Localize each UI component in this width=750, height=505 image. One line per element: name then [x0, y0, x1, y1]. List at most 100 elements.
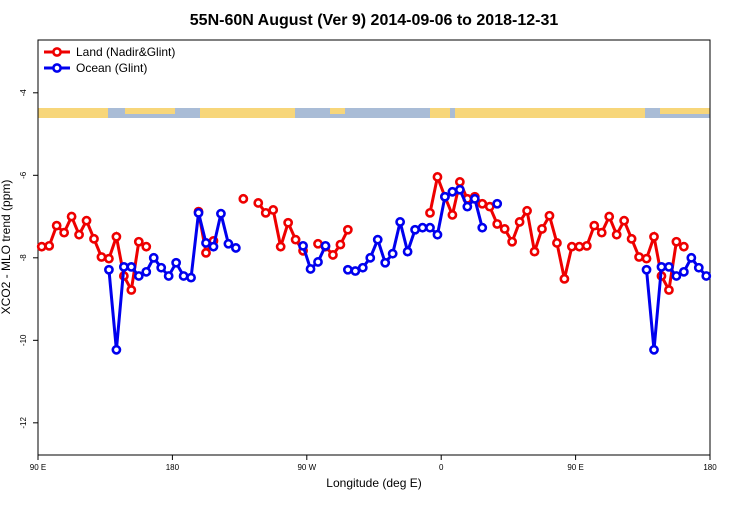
- data-point: [357, 262, 368, 273]
- data-point: [693, 262, 704, 273]
- data-point: [342, 264, 353, 275]
- data-point: [133, 236, 144, 247]
- data-point: [96, 252, 107, 262]
- data-point: [186, 272, 196, 283]
- y-tick-label: -6: [19, 171, 28, 179]
- y-tick-label: -12: [19, 416, 28, 428]
- data-point: [537, 224, 547, 234]
- data-point: [664, 285, 674, 295]
- data-point: [328, 250, 338, 260]
- data-point: [387, 248, 398, 259]
- data-point: [619, 215, 630, 226]
- y-tick-label: -4: [19, 89, 28, 97]
- data-point: [432, 172, 443, 182]
- data-point: [372, 234, 383, 245]
- data-point: [544, 210, 555, 221]
- data-point: [223, 238, 234, 249]
- data-point: [335, 239, 346, 250]
- data-point: [141, 241, 152, 252]
- data-point: [178, 271, 189, 281]
- data-point: [126, 285, 137, 295]
- chart-title: 55N-60N August (Ver 9) 2014-09-06 to 201…: [190, 12, 559, 29]
- data-point: [611, 229, 622, 240]
- data-point: [492, 219, 503, 229]
- data-point: [380, 257, 391, 268]
- data-point: [440, 191, 450, 202]
- data-point: [492, 198, 503, 209]
- data-point: [238, 193, 249, 204]
- legend-label: Land (Nadir&Glint): [76, 45, 175, 59]
- data-point: [417, 222, 428, 233]
- data-point: [469, 193, 480, 204]
- data-point: [529, 246, 540, 257]
- data-point: [290, 234, 301, 245]
- y-tick-label: -8: [19, 254, 28, 262]
- data-point: [641, 264, 652, 275]
- data-point: [641, 253, 652, 264]
- data-point: [634, 252, 644, 262]
- x-tick-label: 0: [439, 463, 444, 472]
- data-point: [454, 177, 465, 187]
- data-point: [604, 211, 615, 222]
- data-point: [305, 264, 316, 274]
- data-point: [589, 220, 600, 231]
- data-point: [514, 217, 525, 227]
- data-point: [216, 208, 226, 219]
- data-point: [484, 201, 495, 212]
- x-axis-label: Longitude (deg E): [326, 476, 421, 490]
- data-point: [275, 241, 286, 252]
- data-point: [171, 257, 182, 268]
- data-point: [596, 227, 607, 238]
- data-point: [253, 198, 264, 208]
- y-tick-label: -10: [19, 334, 28, 346]
- data-point: [552, 238, 562, 248]
- data-point: [104, 253, 114, 264]
- data-point: [395, 217, 406, 227]
- data-point: [111, 231, 122, 242]
- x-tick-label: 180: [166, 463, 180, 472]
- x-tick-label: 90 E: [30, 463, 46, 472]
- data-point: [447, 186, 458, 197]
- data-point: [320, 240, 331, 251]
- data-point: [156, 262, 167, 273]
- data-point: [432, 229, 443, 240]
- data-point: [74, 229, 84, 240]
- legend-label: Ocean (Glint): [76, 61, 147, 75]
- data-point: [141, 266, 152, 277]
- data-point: [342, 224, 353, 235]
- data-point: [350, 266, 361, 276]
- data-point: [365, 252, 376, 263]
- data-point: [193, 207, 204, 218]
- data-point: [425, 222, 435, 233]
- x-tick-label: 90 W: [297, 463, 316, 472]
- data-point: [163, 271, 174, 281]
- data-point: [664, 261, 674, 272]
- data-point: [477, 198, 488, 209]
- data-point: [678, 266, 689, 277]
- x-tick-label: 180: [703, 463, 717, 472]
- data-point: [89, 233, 99, 244]
- data-point: [104, 264, 114, 275]
- data-point: [581, 240, 592, 251]
- data-point: [649, 231, 659, 242]
- data-point: [44, 240, 55, 251]
- data-point: [499, 224, 510, 234]
- data-point: [574, 241, 585, 252]
- data-point: [59, 227, 70, 238]
- data-point: [51, 220, 62, 231]
- data-point: [36, 241, 47, 252]
- data-point: [559, 273, 570, 284]
- data-point: [626, 233, 637, 244]
- data-point: [410, 224, 420, 235]
- data-point: [81, 215, 92, 226]
- data-point: [133, 271, 144, 281]
- data-point: [126, 261, 137, 272]
- data-point: [522, 205, 532, 216]
- data-point: [701, 271, 712, 281]
- data-point: [230, 243, 241, 253]
- data-point: [425, 207, 435, 218]
- data-point: [477, 222, 488, 233]
- data-point: [462, 201, 473, 212]
- y-axis-label: XCO2 - MLO trend (ppm): [0, 180, 13, 315]
